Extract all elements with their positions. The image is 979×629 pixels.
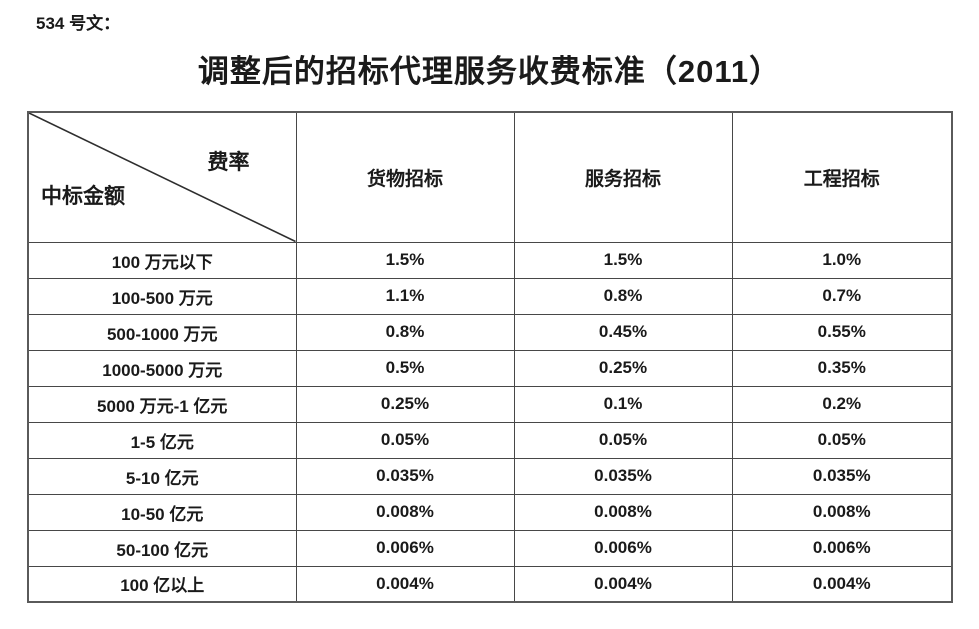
rate-cell: 0.5% [295, 349, 515, 387]
table-row: 100 亿以上 0.004% 0.004% 0.004% [27, 565, 953, 603]
rate-cell: 0.035% [295, 457, 515, 495]
rate-cell: 0.008% [295, 493, 515, 531]
rate-cell: 0.006% [731, 529, 953, 567]
column-header-engineering: 工程招标 [731, 111, 953, 243]
rate-cell: 1.5% [295, 241, 515, 279]
page-title: 调整后的招标代理服务收费标准（2011） [197, 54, 782, 89]
rate-cell: 0.1% [513, 385, 733, 423]
column-header-services: 服务招标 [513, 111, 733, 243]
table-row: 500-1000 万元 0.8% 0.45% 0.55% [27, 313, 953, 351]
table-row: 100-500 万元 1.1% 0.8% 0.7% [27, 277, 953, 315]
rate-cell: 1.1% [295, 277, 515, 315]
table-row: 50-100 亿元 0.006% 0.006% 0.006% [27, 529, 953, 567]
rate-cell: 0.2% [731, 385, 953, 423]
rate-cell: 0.35% [731, 349, 953, 387]
rate-cell: 0.05% [513, 421, 733, 459]
column-header-goods: 货物招标 [295, 111, 515, 243]
rate-cell: 0.55% [731, 313, 953, 351]
rate-cell: 0.05% [731, 421, 953, 459]
rate-cell: 0.45% [513, 313, 733, 351]
amount-cell: 5-10 亿元 [27, 457, 297, 495]
table-row: 100 万元以下 1.5% 1.5% 1.0% [27, 241, 953, 279]
corner-amount-label: 中标金额 [41, 185, 125, 208]
rate-cell: 1.0% [731, 241, 953, 279]
rate-cell: 0.006% [513, 529, 733, 567]
rate-cell: 0.25% [295, 385, 515, 423]
table-row: 1-5 亿元 0.05% 0.05% 0.05% [27, 421, 953, 459]
rate-cell: 0.008% [513, 493, 733, 531]
rate-cell: 0.7% [731, 277, 953, 315]
table-row: 10-50 亿元 0.008% 0.008% 0.008% [27, 493, 953, 531]
amount-cell: 1-5 亿元 [27, 421, 297, 459]
corner-header-cell: 费率 中标金额 [27, 111, 297, 243]
table-row: 5000 万元-1 亿元 0.25% 0.1% 0.2% [27, 385, 953, 423]
rate-cell: 0.004% [513, 565, 733, 603]
amount-cell: 100 亿以上 [27, 565, 297, 603]
rate-cell: 0.05% [295, 421, 515, 459]
fee-rate-table: 费率 中标金额 货物招标 服务招标 工程招标 100 万元以下 1.5% 1.5… [27, 111, 953, 603]
rate-cell: 0.25% [513, 349, 733, 387]
rate-cell: 1.5% [513, 241, 733, 279]
doc-number-label: 534 号文： [36, 14, 121, 33]
rate-cell: 0.008% [731, 493, 953, 531]
amount-cell: 1000-5000 万元 [27, 349, 297, 387]
table-row: 1000-5000 万元 0.5% 0.25% 0.35% [27, 349, 953, 387]
table-header-row: 费率 中标金额 货物招标 服务招标 工程招标 [27, 111, 953, 243]
diagonal-divider-line [29, 113, 296, 242]
amount-cell: 100 万元以下 [27, 241, 297, 279]
rate-cell: 0.004% [295, 565, 515, 603]
rate-cell: 0.8% [295, 313, 515, 351]
rate-cell: 0.8% [513, 277, 733, 315]
amount-cell: 500-1000 万元 [27, 313, 297, 351]
corner-rate-label: 费率 [207, 151, 250, 174]
amount-cell: 50-100 亿元 [27, 529, 297, 567]
amount-cell: 5000 万元-1 亿元 [27, 385, 297, 423]
amount-cell: 10-50 亿元 [27, 493, 297, 531]
rate-cell: 0.004% [731, 565, 953, 603]
rate-cell: 0.035% [513, 457, 733, 495]
table-row: 5-10 亿元 0.035% 0.035% 0.035% [27, 457, 953, 495]
rate-cell: 0.006% [295, 529, 515, 567]
amount-cell: 100-500 万元 [27, 277, 297, 315]
rate-cell: 0.035% [731, 457, 953, 495]
